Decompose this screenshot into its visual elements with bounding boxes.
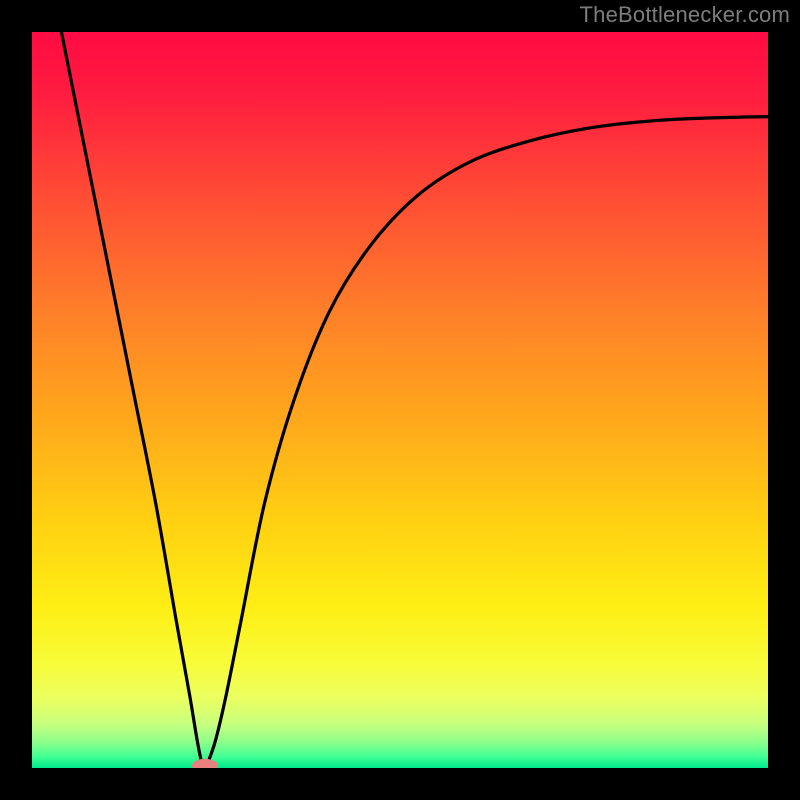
- bottleneck-curve-chart: [0, 0, 800, 800]
- chart-background-gradient: [32, 32, 768, 768]
- watermark-text: TheBottlenecker.com: [580, 2, 790, 28]
- chart-container: TheBottlenecker.com: [0, 0, 800, 800]
